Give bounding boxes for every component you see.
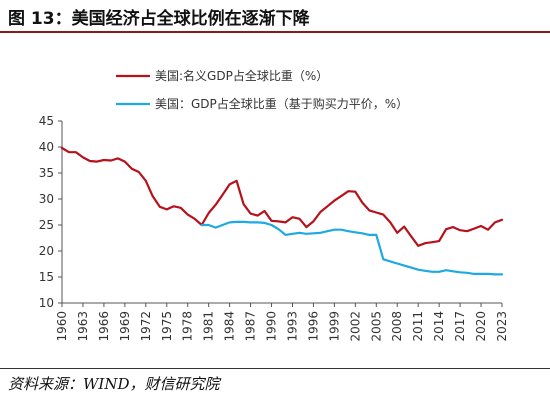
line-chart: 10 15 20 25 30 35 40 45 1960 1963 1966 1969 1972 197… bbox=[39, 68, 509, 342]
y-axis: 10 15 20 25 30 35 40 45 bbox=[39, 114, 63, 310]
legend: 美国:名义GDP占全球比重（%） 美国：GDP占全球比重（基于购买力平价，%） bbox=[116, 68, 408, 111]
x-tick-label: 1984 bbox=[223, 311, 237, 342]
y-tick-label: 35 bbox=[39, 166, 54, 180]
legend-label-nominal: 美国:名义GDP占全球比重（%） bbox=[155, 68, 328, 83]
x-tick-label: 1978 bbox=[181, 311, 195, 342]
series-group bbox=[60, 146, 504, 276]
x-tick-label: 2023 bbox=[495, 311, 509, 342]
x-tick-label: 1987 bbox=[244, 311, 258, 342]
x-tick-label: 1981 bbox=[202, 311, 216, 342]
x-tick-label: 1969 bbox=[118, 311, 132, 342]
x-tick-label: 2005 bbox=[369, 311, 383, 342]
y-tick-label: 30 bbox=[39, 192, 54, 206]
figure-header: 图 13：美国经济占全球比例在逐渐下降 bbox=[0, 0, 550, 33]
x-tick-label: 1960 bbox=[55, 311, 69, 342]
y-tick-label: 15 bbox=[39, 270, 54, 284]
legend-label-ppp: 美国：GDP占全球比重（基于购买力平价，%） bbox=[155, 96, 408, 111]
y-tick-label: 45 bbox=[39, 114, 54, 128]
x-tick-label: 1972 bbox=[139, 311, 153, 342]
figure-heading: 图 13：美国经济占全球比例在逐渐下降 bbox=[8, 9, 310, 29]
x-tick-label: 2008 bbox=[390, 311, 404, 342]
x-tick-label: 1966 bbox=[97, 311, 111, 342]
y-tick-label: 40 bbox=[39, 140, 54, 154]
heading-divider bbox=[0, 31, 550, 33]
x-axis: 1960 1963 1966 1969 1972 1975 1978 1981 1984 1987… bbox=[55, 302, 509, 342]
x-tick-label: 2011 bbox=[411, 311, 425, 342]
x-tick-label: 1996 bbox=[306, 311, 320, 342]
y-tick-label: 20 bbox=[39, 244, 54, 258]
source-divider bbox=[0, 368, 550, 369]
source-note: 资料来源：WIND，财信研究院 bbox=[8, 375, 220, 393]
x-tick-label: 2017 bbox=[453, 311, 467, 342]
x-tick-label: 2014 bbox=[432, 311, 446, 342]
series-line-nominal bbox=[60, 146, 504, 247]
x-tick-label: 1963 bbox=[76, 311, 90, 342]
x-tick-label: 1975 bbox=[160, 311, 174, 342]
x-tick-label: 1990 bbox=[265, 311, 279, 342]
x-tick-label: 2002 bbox=[348, 311, 362, 342]
y-tick-label: 10 bbox=[39, 296, 54, 310]
y-tick-label: 25 bbox=[39, 218, 54, 232]
x-tick-label: 1999 bbox=[327, 311, 341, 342]
x-tick-label: 1993 bbox=[285, 311, 299, 342]
series-line-ppp bbox=[200, 220, 504, 276]
x-tick-label: 2020 bbox=[474, 311, 488, 342]
